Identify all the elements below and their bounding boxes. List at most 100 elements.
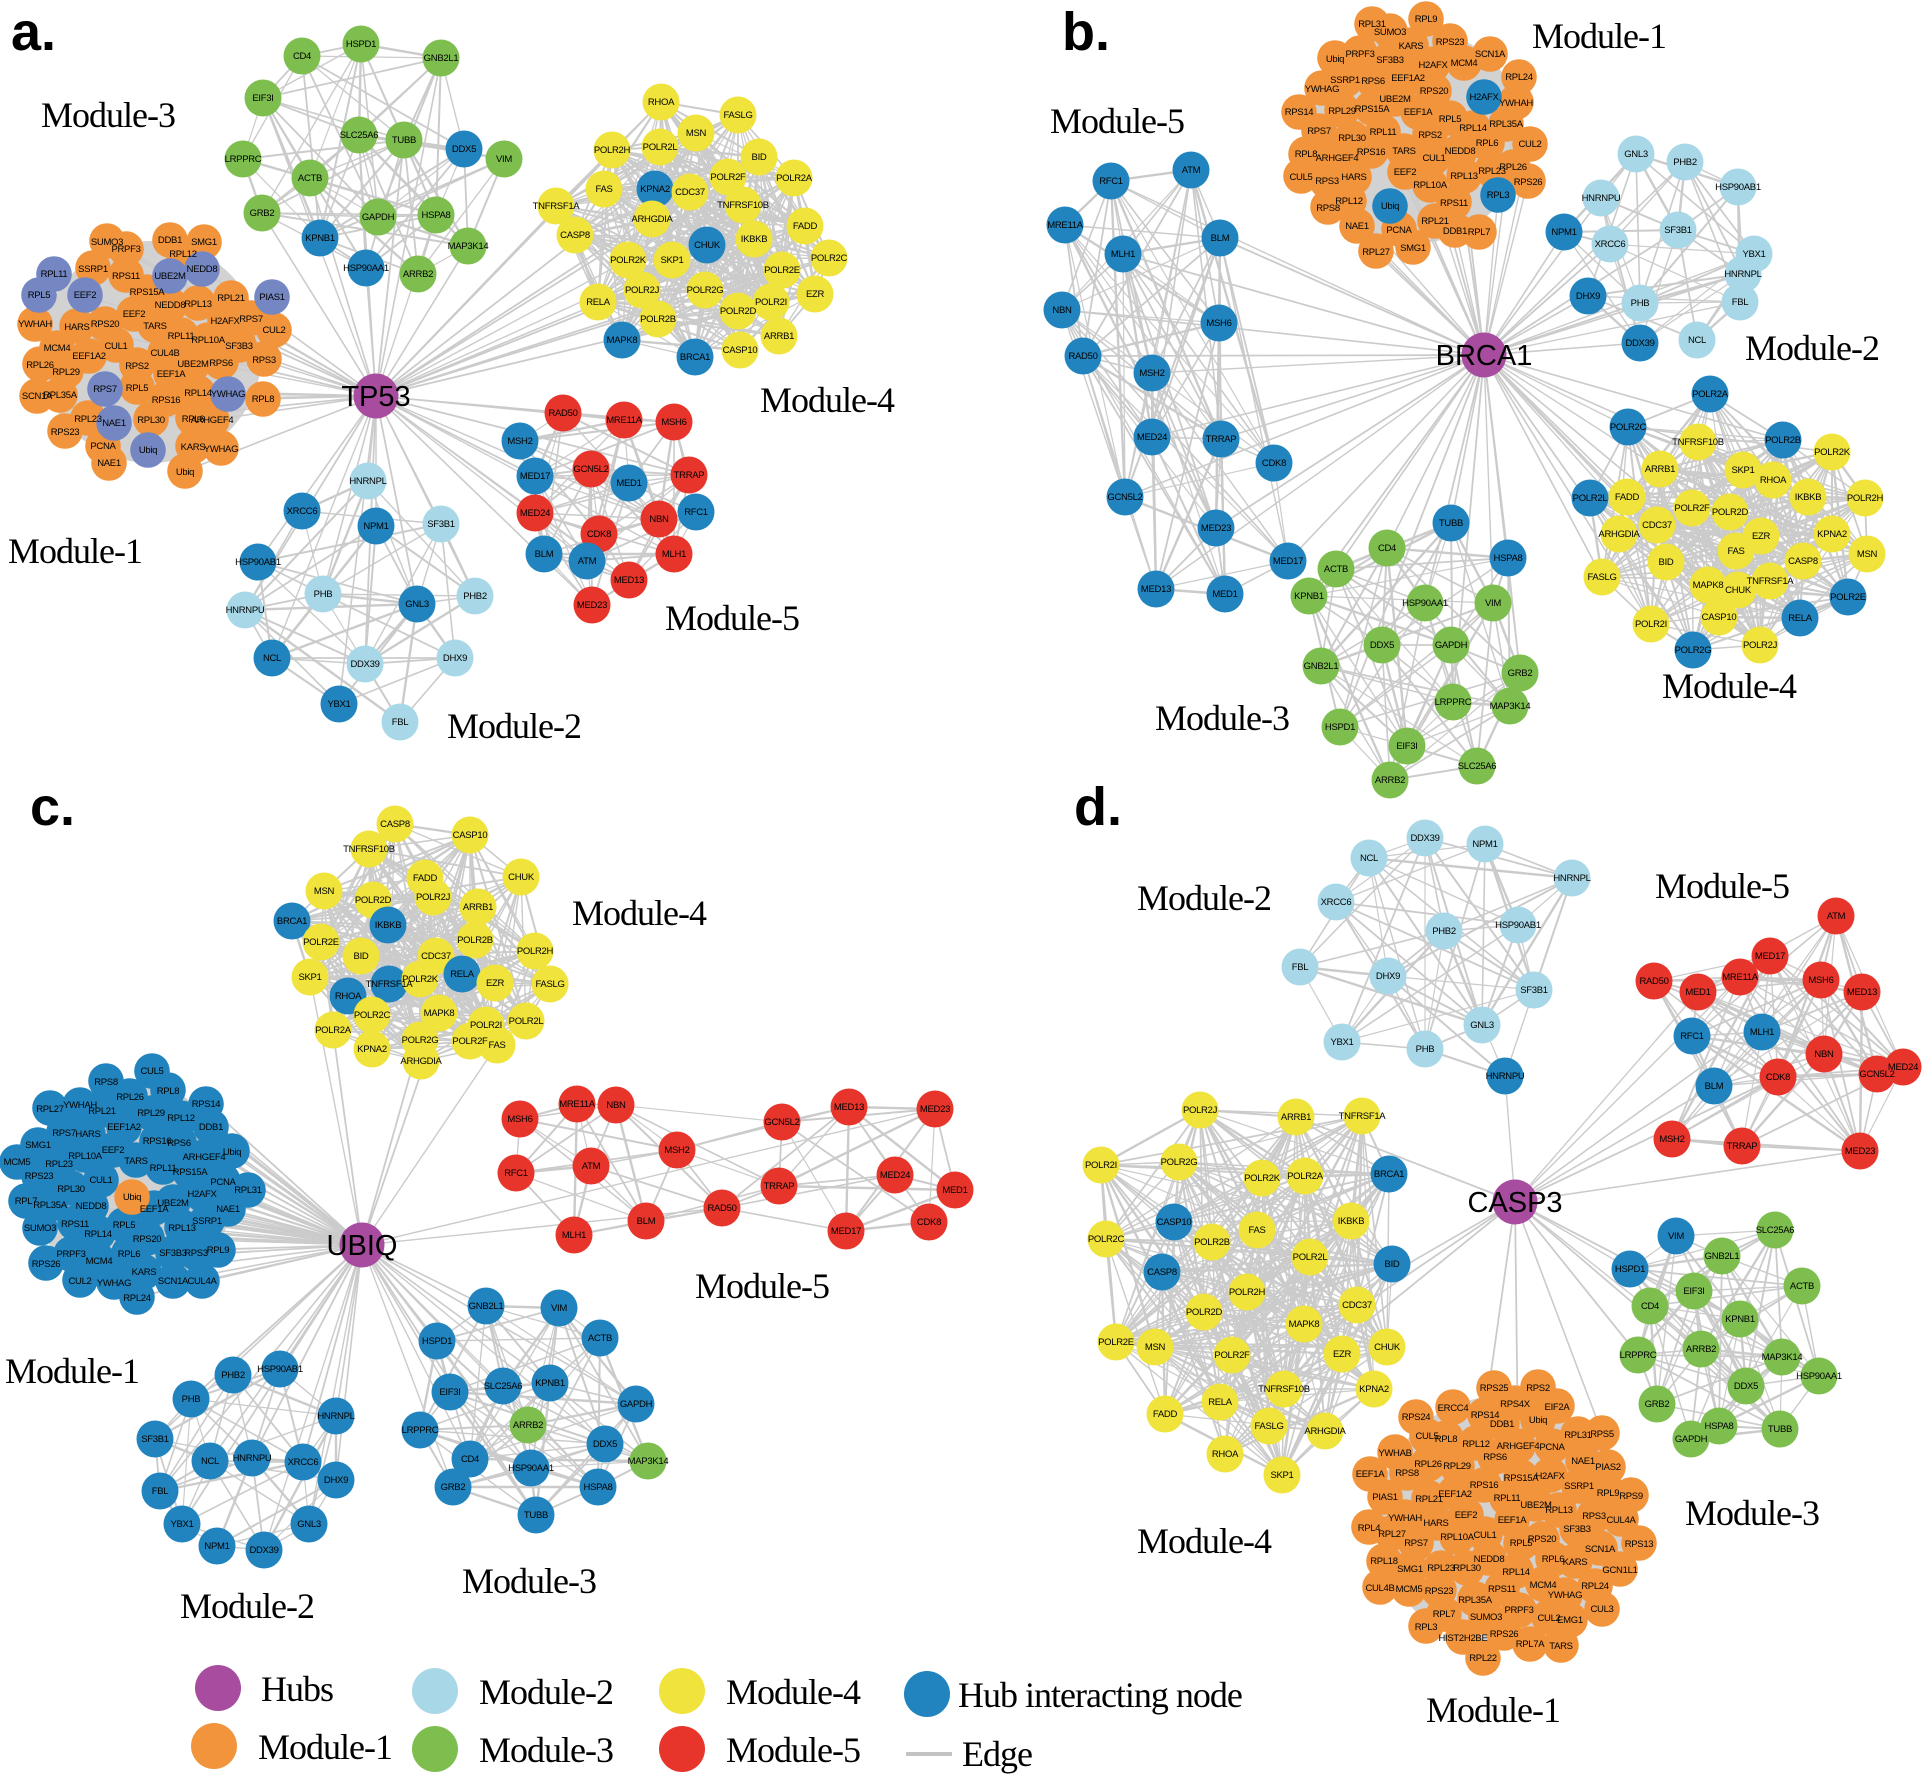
svg-text:ARRB2: ARRB2	[513, 1420, 543, 1431]
svg-text:MSN: MSN	[686, 128, 707, 139]
svg-text:RPL29: RPL29	[1328, 106, 1356, 117]
svg-text:CASP8: CASP8	[1788, 556, 1818, 567]
svg-text:TARS: TARS	[1549, 1641, 1572, 1652]
svg-text:TNFRSF1A: TNFRSF1A	[1339, 1111, 1387, 1122]
svg-text:POLR2E: POLR2E	[764, 265, 800, 276]
svg-text:RPS16: RPS16	[1357, 147, 1386, 158]
svg-text:CUL1: CUL1	[104, 341, 127, 352]
svg-text:DHX9: DHX9	[1576, 291, 1600, 302]
svg-text:DDX5: DDX5	[452, 144, 476, 155]
svg-text:RPL3: RPL3	[1487, 190, 1510, 201]
svg-text:Module-5: Module-5	[726, 1730, 860, 1770]
svg-text:ATM: ATM	[1182, 165, 1201, 176]
svg-text:EEF1A: EEF1A	[140, 1204, 170, 1215]
svg-text:PHB2: PHB2	[1432, 926, 1456, 937]
svg-text:TNFRSF10B: TNFRSF10B	[1672, 437, 1724, 448]
svg-text:CUL2: CUL2	[1537, 1613, 1560, 1624]
svg-text:FBL: FBL	[1732, 297, 1749, 308]
svg-text:LRPPRC: LRPPRC	[1435, 697, 1472, 708]
svg-text:DDX39: DDX39	[249, 1545, 278, 1556]
svg-text:SKP1: SKP1	[298, 972, 321, 983]
svg-text:YBX1: YBX1	[327, 699, 350, 710]
svg-text:ARRB1: ARRB1	[764, 331, 794, 342]
svg-text:MED23: MED23	[1845, 1146, 1875, 1157]
svg-text:NPM1: NPM1	[1472, 839, 1497, 850]
svg-text:EIF3I: EIF3I	[252, 93, 273, 104]
svg-text:RPL26: RPL26	[1499, 162, 1527, 173]
svg-text:DDB1: DDB1	[199, 1122, 223, 1133]
svg-text:MCM5: MCM5	[4, 1157, 31, 1168]
svg-text:RELA: RELA	[1208, 1397, 1233, 1408]
svg-text:Module-3: Module-3	[1685, 1493, 1819, 1533]
svg-text:KPNA2: KPNA2	[1359, 1384, 1389, 1395]
svg-text:POLR2E: POLR2E	[1098, 1337, 1134, 1348]
svg-text:IKBKB: IKBKB	[1338, 1216, 1365, 1227]
svg-text:HNRNPU: HNRNPU	[226, 605, 265, 616]
svg-text:RPS11: RPS11	[61, 1219, 89, 1230]
svg-text:RPL8: RPL8	[1435, 1434, 1458, 1445]
svg-text:RPS7: RPS7	[93, 384, 117, 395]
svg-text:YWHAH: YWHAH	[18, 319, 52, 330]
svg-text:NEDD8: NEDD8	[155, 300, 186, 311]
svg-text:GRB2: GRB2	[1508, 668, 1533, 679]
svg-text:FADD: FADD	[1153, 1409, 1178, 1420]
svg-text:Module-5: Module-5	[1050, 101, 1184, 141]
svg-text:MSN: MSN	[314, 886, 335, 897]
svg-text:MED1: MED1	[616, 478, 641, 489]
svg-text:RPL8: RPL8	[1295, 149, 1318, 160]
svg-text:RHOA: RHOA	[1760, 475, 1787, 486]
svg-text:RPL29: RPL29	[137, 1108, 165, 1119]
svg-text:NBN: NBN	[649, 514, 669, 525]
svg-text:KARS: KARS	[1399, 41, 1424, 52]
svg-text:PHB2: PHB2	[221, 1370, 245, 1381]
svg-text:BID: BID	[752, 152, 767, 163]
svg-text:RPL11: RPL11	[1494, 1493, 1521, 1504]
svg-text:RPL31: RPL31	[234, 1185, 262, 1196]
svg-text:HNRNPU: HNRNPU	[1582, 193, 1621, 204]
svg-text:RPL6: RPL6	[182, 414, 205, 425]
svg-text:FADD: FADD	[793, 221, 818, 232]
svg-text:Module-2: Module-2	[1745, 328, 1879, 368]
svg-text:DDX39: DDX39	[1410, 833, 1439, 844]
svg-text:GNL3: GNL3	[297, 1519, 321, 1530]
svg-text:EZR: EZR	[806, 289, 825, 300]
svg-text:CDC37: CDC37	[1342, 1300, 1372, 1311]
svg-text:RPS3: RPS3	[1315, 176, 1339, 187]
svg-text:Module-1: Module-1	[258, 1727, 392, 1767]
svg-text:RPS7: RPS7	[52, 1128, 76, 1139]
svg-text:HNRNPL: HNRNPL	[349, 476, 386, 487]
svg-text:PIAS1: PIAS1	[1372, 1492, 1397, 1503]
svg-text:POLR2I: POLR2I	[755, 297, 787, 308]
svg-text:RPS15A: RPS15A	[1504, 1473, 1540, 1484]
svg-text:Ubiq: Ubiq	[223, 1147, 241, 1158]
svg-text:HNRNPL: HNRNPL	[317, 1411, 354, 1422]
svg-text:RPS15A: RPS15A	[1355, 104, 1391, 115]
svg-text:TRRAP: TRRAP	[1727, 1141, 1758, 1152]
svg-text:RPL5: RPL5	[1510, 1538, 1533, 1549]
svg-text:CUL4B: CUL4B	[1365, 1583, 1394, 1594]
svg-text:YWHAH: YWHAH	[1388, 1513, 1422, 1524]
svg-text:RHOA: RHOA	[335, 991, 362, 1002]
svg-text:CDK8: CDK8	[917, 1217, 941, 1228]
svg-text:HARS: HARS	[75, 1129, 100, 1140]
svg-text:POLR2A: POLR2A	[315, 1025, 352, 1036]
svg-text:EEF2: EEF2	[102, 1145, 125, 1156]
svg-text:RPS6: RPS6	[167, 1138, 191, 1149]
svg-text:RPL27: RPL27	[36, 1104, 64, 1115]
svg-text:ACTB: ACTB	[588, 1333, 612, 1344]
svg-text:CHUK: CHUK	[694, 240, 721, 251]
svg-text:FASLG: FASLG	[1587, 572, 1616, 583]
svg-text:RPS16: RPS16	[1470, 1480, 1499, 1491]
svg-text:CUL1: CUL1	[1473, 1530, 1496, 1541]
svg-text:SF3B1: SF3B1	[1520, 985, 1548, 996]
svg-text:RPL21: RPL21	[217, 293, 245, 304]
svg-text:RPL21: RPL21	[88, 1106, 116, 1117]
svg-text:POLR2J: POLR2J	[416, 892, 451, 903]
svg-text:RPL10A: RPL10A	[1413, 180, 1448, 191]
svg-text:RPL12: RPL12	[1462, 1439, 1490, 1450]
svg-text:POLR2I: POLR2I	[1085, 1160, 1117, 1171]
svg-text:RPS23: RPS23	[25, 1171, 54, 1182]
svg-text:RPL27: RPL27	[1362, 247, 1390, 258]
svg-text:RPL8: RPL8	[157, 1086, 180, 1097]
svg-text:CDC37: CDC37	[421, 951, 451, 962]
